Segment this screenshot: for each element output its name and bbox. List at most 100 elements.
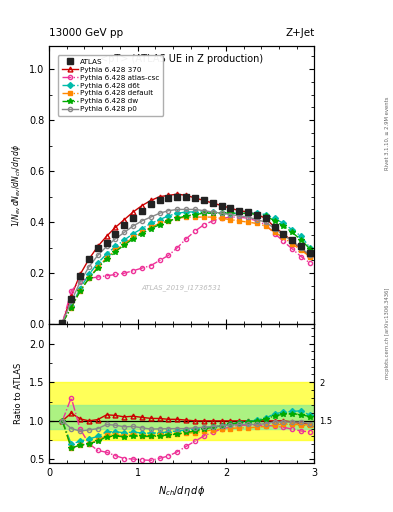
Pythia 6.428 atlas-csc (60, 320, 65, 326)
Line: Pythia 6.428 default: Pythia 6.428 default (60, 215, 312, 325)
Pythia 6.428 p0 (140, 218, 144, 224)
ATLAS (78, 273, 83, 279)
Pythia 6.428 370 (131, 209, 136, 215)
Pythia 6.428 default (95, 264, 100, 270)
Pythia 6.428 dw (255, 211, 259, 218)
Pythia 6.428 dw (78, 288, 83, 294)
Text: Rivet 3.1.10, ≥ 2.9M events: Rivet 3.1.10, ≥ 2.9M events (385, 96, 389, 170)
Pythia 6.428 p0 (193, 206, 197, 212)
Pythia 6.428 370 (149, 198, 153, 204)
Pythia 6.428 dw (210, 210, 215, 216)
Pythia 6.428 p0 (237, 212, 242, 219)
ATLAS (272, 224, 277, 230)
ATLAS (281, 230, 286, 237)
ATLAS (237, 208, 242, 214)
Pythia 6.428 d6t (193, 209, 197, 215)
Pythia 6.428 dw (86, 275, 91, 282)
Pythia 6.428 dw (228, 210, 233, 216)
Text: ATLAS_2019_I1736531: ATLAS_2019_I1736531 (141, 284, 222, 291)
Pythia 6.428 default (60, 320, 65, 326)
Pythia 6.428 default (299, 247, 303, 253)
ATLAS (149, 201, 153, 207)
Pythia 6.428 370 (237, 208, 242, 214)
Pythia 6.428 atlas-csc (86, 275, 91, 282)
Pythia 6.428 default (210, 214, 215, 220)
Y-axis label: $1/N_{\mathit{ev}}\,dN_{\mathit{ev}}/dN_{\mathit{ch}}/d\eta\,d\phi$: $1/N_{\mathit{ev}}\,dN_{\mathit{ev}}/dN_… (10, 144, 23, 227)
Text: mcplots.cern.ch [arXiv:1306.3436]: mcplots.cern.ch [arXiv:1306.3436] (385, 287, 389, 378)
Pythia 6.428 370 (272, 224, 277, 230)
Pythia 6.428 d6t (149, 220, 153, 226)
Pythia 6.428 d6t (166, 212, 171, 219)
Pythia 6.428 d6t (95, 260, 100, 266)
Pythia 6.428 default (175, 215, 180, 221)
Pythia 6.428 d6t (290, 227, 295, 233)
Pythia 6.428 p0 (175, 206, 180, 212)
Text: 13000 GeV pp: 13000 GeV pp (49, 28, 123, 38)
ATLAS (308, 250, 312, 256)
Pythia 6.428 atlas-csc (246, 215, 250, 221)
Pythia 6.428 370 (69, 293, 73, 300)
Pythia 6.428 atlas-csc (290, 246, 295, 252)
Pythia 6.428 d6t (104, 251, 109, 257)
Pythia 6.428 dw (263, 212, 268, 219)
Pythia 6.428 p0 (272, 225, 277, 231)
Pythia 6.428 p0 (246, 214, 250, 220)
Text: Z+Jet: Z+Jet (285, 28, 314, 38)
Pythia 6.428 d6t (175, 210, 180, 216)
Pythia 6.428 atlas-csc (166, 252, 171, 259)
Pythia 6.428 p0 (290, 238, 295, 244)
ATLAS (60, 320, 65, 326)
Pythia 6.428 dw (308, 246, 312, 252)
Pythia 6.428 atlas-csc (95, 274, 100, 280)
Pythia 6.428 370 (202, 198, 206, 204)
Pythia 6.428 atlas-csc (308, 260, 312, 266)
ATLAS (219, 203, 224, 209)
Pythia 6.428 default (104, 255, 109, 261)
Pythia 6.428 dw (69, 305, 73, 311)
Pythia 6.428 default (140, 229, 144, 236)
Pythia 6.428 370 (228, 205, 233, 211)
Pythia 6.428 atlas-csc (131, 268, 136, 274)
Pythia 6.428 dw (193, 211, 197, 218)
Pythia 6.428 atlas-csc (193, 228, 197, 234)
Pythia 6.428 atlas-csc (299, 253, 303, 260)
Pythia 6.428 dw (166, 218, 171, 224)
Pythia 6.428 atlas-csc (113, 271, 118, 278)
Pythia 6.428 default (272, 229, 277, 236)
ATLAS (210, 200, 215, 206)
Pythia 6.428 370 (281, 230, 286, 237)
Pythia 6.428 atlas-csc (228, 214, 233, 220)
ATLAS (255, 211, 259, 218)
Pythia 6.428 default (78, 288, 83, 294)
Pythia 6.428 atlas-csc (175, 245, 180, 251)
Pythia 6.428 d6t (78, 286, 83, 292)
ATLAS (86, 256, 91, 262)
Pythia 6.428 d6t (113, 243, 118, 249)
Pythia 6.428 d6t (131, 230, 136, 237)
Line: Pythia 6.428 370: Pythia 6.428 370 (60, 191, 312, 326)
ATLAS (246, 209, 250, 215)
Pythia 6.428 p0 (60, 320, 65, 326)
Pythia 6.428 dw (157, 222, 162, 228)
ATLAS (140, 208, 144, 214)
Pythia 6.428 atlas-csc (210, 218, 215, 224)
Pythia 6.428 d6t (228, 210, 233, 216)
Pythia 6.428 default (255, 220, 259, 226)
Pythia 6.428 dw (131, 236, 136, 242)
Pythia 6.428 d6t (263, 211, 268, 218)
Pythia 6.428 p0 (166, 208, 171, 214)
Bar (49, 406, 314, 429)
Pythia 6.428 370 (60, 320, 65, 326)
ATLAS (175, 194, 180, 200)
Pythia 6.428 p0 (86, 264, 91, 270)
Pythia 6.428 370 (95, 243, 100, 249)
Pythia 6.428 default (246, 219, 250, 225)
Pythia 6.428 d6t (210, 209, 215, 215)
Pythia 6.428 370 (86, 256, 91, 262)
Pythia 6.428 atlas-csc (272, 230, 277, 237)
ATLAS (131, 215, 136, 221)
Pythia 6.428 370 (78, 271, 83, 278)
Pythia 6.428 dw (113, 248, 118, 254)
Pythia 6.428 p0 (122, 229, 127, 236)
Pythia 6.428 atlas-csc (78, 278, 83, 284)
